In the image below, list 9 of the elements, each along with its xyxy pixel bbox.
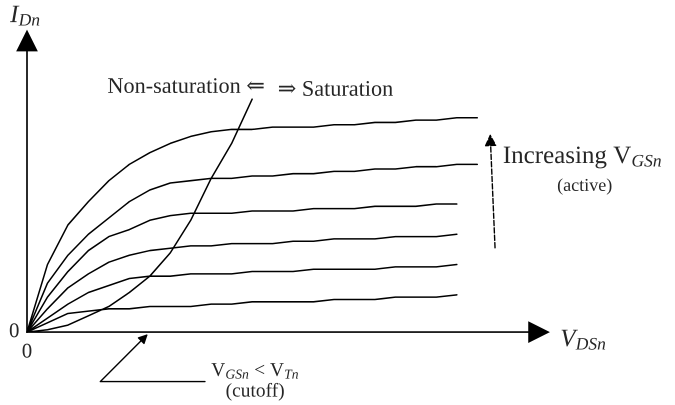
x-axis-title: V$_{DSn}$ (562, 330, 606, 350)
text: 0 (22, 344, 32, 358)
annotation: 0 (10, 323, 19, 338)
text: ⇒ Saturation (278, 81, 393, 96)
text: V$_{GSn}$ < V$_{Tn}$ (cutoff) (211, 363, 298, 401)
y-axis-title: I$_{Dn}$ (10, 6, 40, 26)
text: (active) (558, 178, 612, 195)
text: Non-saturation ⇐ (108, 78, 264, 94)
text: Increasing V$_{GSn}$ (504, 146, 661, 168)
